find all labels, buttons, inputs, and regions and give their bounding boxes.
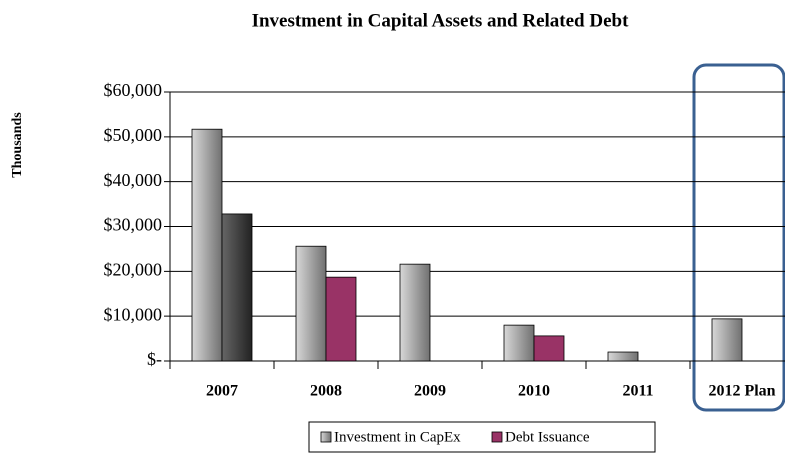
legend-label: Debt Issuance	[505, 429, 590, 445]
legend-box	[308, 421, 656, 453]
highlight-box	[692, 63, 785, 412]
legend-label: Investment in CapEx	[334, 429, 461, 445]
bar	[221, 213, 253, 362]
x-tick-label: 2009	[414, 383, 446, 400]
bar	[711, 318, 743, 362]
y-axis-label: Thousands	[10, 112, 25, 178]
y-tick-label: $-	[147, 349, 162, 369]
bar	[191, 128, 223, 362]
bar	[503, 324, 535, 362]
y-tick-label: $30,000	[104, 215, 163, 235]
legend-swatch	[491, 431, 503, 443]
bar	[399, 263, 431, 362]
bar	[325, 276, 357, 362]
chart-title: Investment in Capital Assets and Related…	[252, 10, 630, 31]
bar	[295, 245, 327, 362]
y-tick-label: $20,000	[104, 259, 163, 279]
bar	[607, 351, 639, 362]
x-tick-label: 2007	[206, 383, 238, 400]
x-tick-label: 2010	[518, 383, 550, 400]
y-tick-label: $10,000	[104, 304, 163, 324]
legend-swatch	[320, 431, 332, 443]
y-tick-label: $40,000	[104, 170, 163, 190]
x-tick-label: 2008	[310, 383, 342, 400]
y-tick-label: $50,000	[104, 125, 163, 145]
x-tick-label: 2012 Plan	[708, 383, 775, 400]
y-tick-label: $60,000	[104, 80, 163, 100]
bar	[533, 335, 565, 362]
x-tick-label: 2011	[622, 383, 653, 400]
